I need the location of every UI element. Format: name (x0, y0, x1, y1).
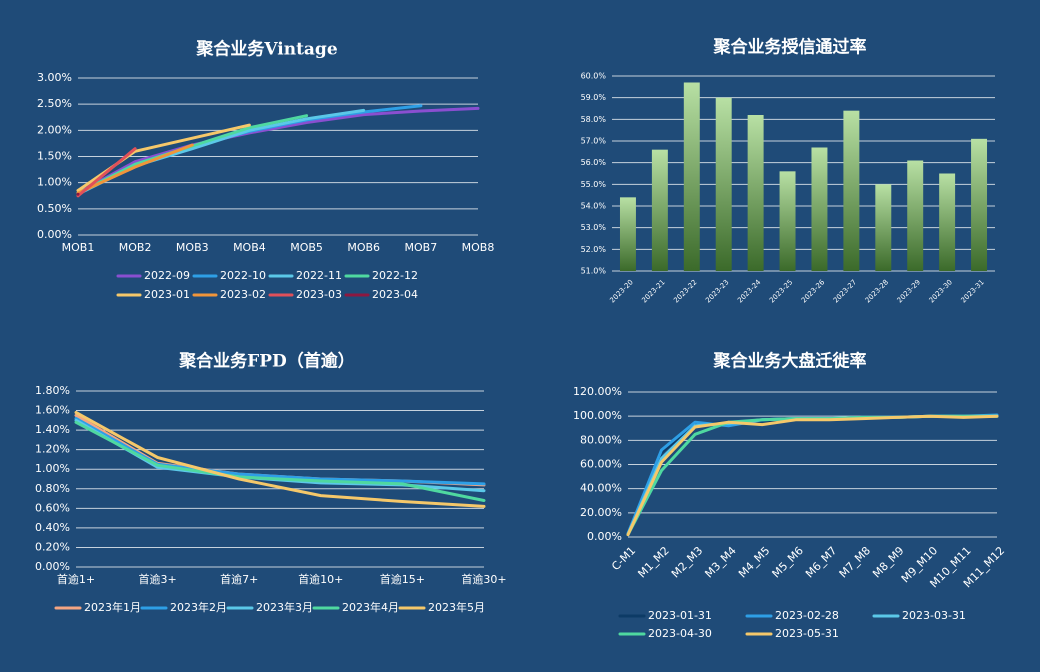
x-tick-label: 首逾10+ (298, 572, 343, 586)
legend-label: 2023年1月 (84, 600, 141, 614)
y-tick-label: 100.00% (573, 409, 622, 422)
legend-label: 2023-01-31 (648, 609, 712, 622)
legend-label: 2023年3月 (256, 600, 313, 614)
bar (619, 197, 636, 271)
legend-label: 2023-02-28 (775, 609, 839, 622)
y-tick-label: 0.00% (587, 530, 622, 543)
x-tick-label: MOB8 (462, 241, 495, 254)
legend-label: 2023-01 (144, 288, 190, 301)
y-tick-label: 0.00% (37, 228, 72, 241)
y-tick-label: 0.60% (35, 501, 70, 514)
legend-label: 2023-04 (372, 288, 418, 301)
y-tick-label: 51.0% (581, 267, 607, 276)
y-tick-label: 2.50% (37, 97, 72, 110)
bar (875, 184, 892, 271)
x-tick-label: 首逾1+ (57, 572, 95, 586)
y-tick-label: 53.0% (581, 223, 607, 232)
legend-label: 2023-04-30 (648, 627, 712, 640)
x-tick-label: 首逾3+ (138, 572, 176, 586)
y-tick-label: 57.0% (581, 137, 607, 146)
series-line (76, 147, 137, 198)
y-tick-label: 1.60% (35, 404, 70, 417)
bar (939, 173, 956, 271)
y-tick-label: 3.00% (37, 71, 72, 84)
legend-label: 2022-09 (144, 269, 190, 282)
chart-title: 聚合业务大盘迁徙率 (713, 351, 867, 372)
bar (811, 147, 828, 271)
y-tick-label: 1.00% (35, 462, 70, 475)
y-tick-label: 2.00% (37, 123, 72, 136)
bar (779, 171, 796, 271)
chart-title: 聚合业务FPD（首逾） (178, 351, 355, 372)
y-tick-label: 60.0% (581, 72, 607, 81)
y-tick-label: 52.0% (581, 245, 607, 254)
x-tick-label: 首逾15+ (380, 572, 425, 586)
y-tick-label: 60.00% (580, 458, 622, 471)
bar (907, 160, 924, 271)
y-tick-label: 0.40% (35, 521, 70, 534)
y-tick-label: 1.20% (35, 443, 70, 456)
y-tick-label: 59.0% (581, 93, 607, 102)
y-tick-label: 40.00% (580, 482, 622, 495)
x-tick-label: 首逾30+ (461, 572, 506, 586)
y-tick-label: 80.00% (580, 433, 622, 446)
y-tick-label: 120.00% (573, 385, 622, 398)
y-tick-label: 1.50% (37, 150, 72, 163)
y-tick-label: 55.0% (581, 180, 607, 189)
y-tick-label: 0.20% (35, 540, 70, 553)
legend-label: 2023-02 (220, 288, 266, 301)
legend-label: 2022-12 (372, 269, 418, 282)
x-tick-label: MOB1 (62, 241, 95, 254)
y-tick-label: 20.00% (580, 506, 622, 519)
chart-title: 聚合业务Vintage (195, 39, 337, 60)
bar (651, 149, 668, 271)
y-tick-label: 0.00% (35, 560, 70, 573)
y-tick-label: 0.80% (35, 482, 70, 495)
legend-label: 2023-03-31 (902, 609, 966, 622)
y-tick-label: 1.40% (35, 423, 70, 436)
y-tick-label: 54.0% (581, 202, 607, 211)
legend-label: 2023-05-31 (775, 627, 839, 640)
x-tick-label: MOB5 (290, 241, 323, 254)
x-tick-label: 首逾7+ (220, 572, 258, 586)
bar (715, 97, 732, 272)
bar (971, 138, 988, 271)
series-line (74, 420, 486, 502)
x-tick-label: MOB7 (405, 241, 438, 254)
series-line (76, 106, 480, 195)
legend-label: 2023年4月 (342, 600, 399, 614)
x-tick-label: MOB2 (119, 241, 152, 254)
legend-label: 2022-10 (220, 269, 266, 282)
series-line (74, 411, 486, 508)
legend-label: 2023-03 (296, 288, 342, 301)
bar (843, 110, 860, 272)
bar (683, 82, 700, 271)
x-tick-label: MOB3 (176, 241, 209, 254)
bar (747, 115, 764, 271)
legend-label: 2023年2月 (170, 600, 227, 614)
legend-label: 2023年5月 (428, 600, 485, 614)
legend-label: 2022-11 (296, 269, 342, 282)
y-tick-label: 1.80% (35, 384, 70, 397)
series-line (626, 414, 999, 537)
y-tick-label: 58.0% (581, 115, 607, 124)
y-tick-label: 56.0% (581, 158, 607, 167)
y-tick-label: 1.00% (37, 176, 72, 189)
series-line (76, 143, 194, 195)
x-tick-label: MOB4 (233, 241, 266, 254)
chart-title: 聚合业务授信通过率 (713, 37, 867, 58)
x-tick-label: MOB6 (347, 241, 380, 254)
y-tick-label: 0.50% (37, 202, 72, 215)
